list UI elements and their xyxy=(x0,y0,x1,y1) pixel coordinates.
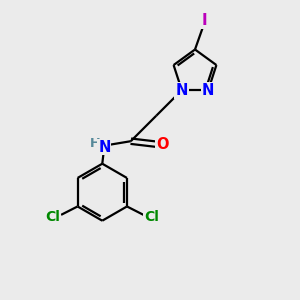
Text: H: H xyxy=(90,137,101,150)
Text: N: N xyxy=(202,83,214,98)
Text: Cl: Cl xyxy=(45,210,60,224)
Text: Cl: Cl xyxy=(144,210,159,224)
Text: I: I xyxy=(201,13,207,28)
Text: N: N xyxy=(176,83,188,98)
Text: O: O xyxy=(157,137,169,152)
Text: N: N xyxy=(98,140,111,155)
